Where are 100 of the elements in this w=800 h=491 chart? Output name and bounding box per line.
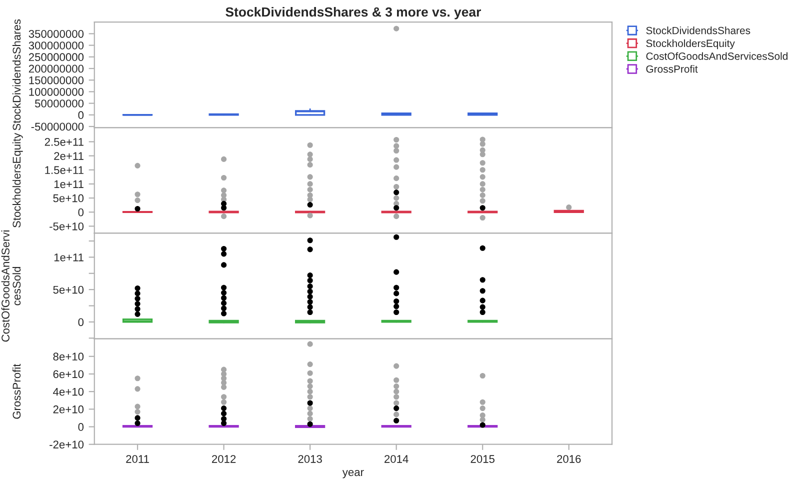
y-tick-label: -50000000 — [31, 122, 84, 131]
point — [307, 162, 313, 168]
y-tick-label: 0 — [78, 111, 84, 120]
point — [394, 309, 400, 316]
y-tick-label: 150000000 — [29, 76, 84, 84]
point — [221, 214, 227, 220]
point — [480, 422, 486, 428]
x-tick-label: 2011 — [126, 455, 149, 463]
point — [221, 156, 227, 162]
point — [394, 176, 400, 182]
point — [394, 406, 400, 412]
point — [394, 148, 400, 154]
point — [394, 143, 400, 149]
point — [307, 186, 313, 192]
point — [134, 409, 140, 415]
legend-label: CostOfGoodsAndServicesSold — [646, 52, 788, 60]
y-tick-label: 0 — [78, 208, 84, 216]
y-tick-label: 1.5e+11 — [45, 166, 84, 174]
point — [221, 310, 227, 316]
point — [480, 174, 486, 180]
point — [480, 245, 486, 251]
point — [480, 304, 486, 310]
point — [221, 188, 227, 194]
point — [307, 400, 313, 406]
point — [480, 167, 486, 173]
point — [307, 416, 313, 422]
point — [307, 309, 313, 316]
point — [394, 136, 400, 143]
point — [134, 376, 140, 382]
point — [307, 394, 313, 400]
point — [566, 204, 572, 210]
point — [394, 214, 400, 220]
point — [134, 415, 140, 421]
point — [480, 160, 486, 166]
point — [307, 202, 313, 208]
y-tick-label: 0 — [78, 318, 84, 326]
point — [394, 298, 400, 304]
point — [480, 186, 486, 192]
legend-label: GrossProfit — [646, 65, 698, 73]
chart-title: StockDividendsShares & 3 more vs. year — [226, 6, 481, 20]
point — [394, 363, 400, 369]
point — [480, 399, 486, 405]
y-tick-label: -2e+10 — [50, 440, 84, 448]
x-tick-label: 2015 — [470, 455, 494, 463]
point — [134, 420, 140, 426]
y-tick-label: 2.5e+11 — [44, 138, 84, 146]
y-tick-label: 4e+10 — [53, 388, 84, 396]
y-tick-label: 2e+11 — [54, 152, 84, 160]
point — [221, 399, 227, 405]
point — [307, 278, 313, 284]
point — [221, 251, 227, 257]
point — [394, 284, 400, 290]
point — [394, 234, 400, 240]
point — [394, 205, 400, 211]
y-tick-label: -5e+10 — [50, 222, 84, 230]
point — [134, 198, 140, 204]
point — [307, 294, 313, 300]
y-tick-label: 1e+11 — [54, 180, 84, 188]
point — [134, 290, 140, 296]
point — [221, 306, 227, 312]
y-tick-label: 5e+10 — [53, 194, 84, 202]
point — [394, 394, 400, 400]
point — [307, 181, 313, 187]
y-axis-title: StockholdersEquity — [12, 132, 23, 228]
point — [394, 290, 400, 296]
x-axis-title: year — [342, 470, 364, 478]
point — [221, 205, 227, 211]
point — [480, 288, 486, 294]
point — [307, 174, 313, 180]
point — [134, 301, 140, 307]
point — [307, 142, 313, 148]
point — [480, 406, 486, 412]
point — [394, 418, 400, 424]
point — [134, 386, 140, 392]
x-tick-label: 2014 — [384, 455, 408, 463]
point — [307, 238, 313, 244]
y-axis-title: CostOfGoodsAndServicesSold — [1, 230, 21, 342]
y-axis-title: StockDividendsShares — [12, 19, 21, 130]
point — [134, 162, 140, 168]
point — [394, 412, 400, 418]
point — [307, 299, 313, 305]
y-axis-title: GrossProfit — [12, 364, 21, 419]
point — [394, 269, 400, 275]
point — [394, 400, 400, 406]
point — [307, 410, 313, 416]
y-tick-label: 50000000 — [34, 100, 84, 108]
point — [394, 384, 400, 390]
x-tick-label: 2013 — [298, 455, 322, 463]
point — [307, 341, 313, 347]
point — [480, 152, 486, 158]
point — [394, 157, 400, 163]
point — [307, 246, 313, 252]
point — [480, 277, 486, 283]
point — [134, 311, 140, 317]
point — [221, 284, 227, 290]
point — [307, 196, 313, 202]
point — [307, 421, 313, 427]
point — [480, 141, 486, 147]
point — [480, 198, 486, 204]
point — [394, 304, 400, 310]
